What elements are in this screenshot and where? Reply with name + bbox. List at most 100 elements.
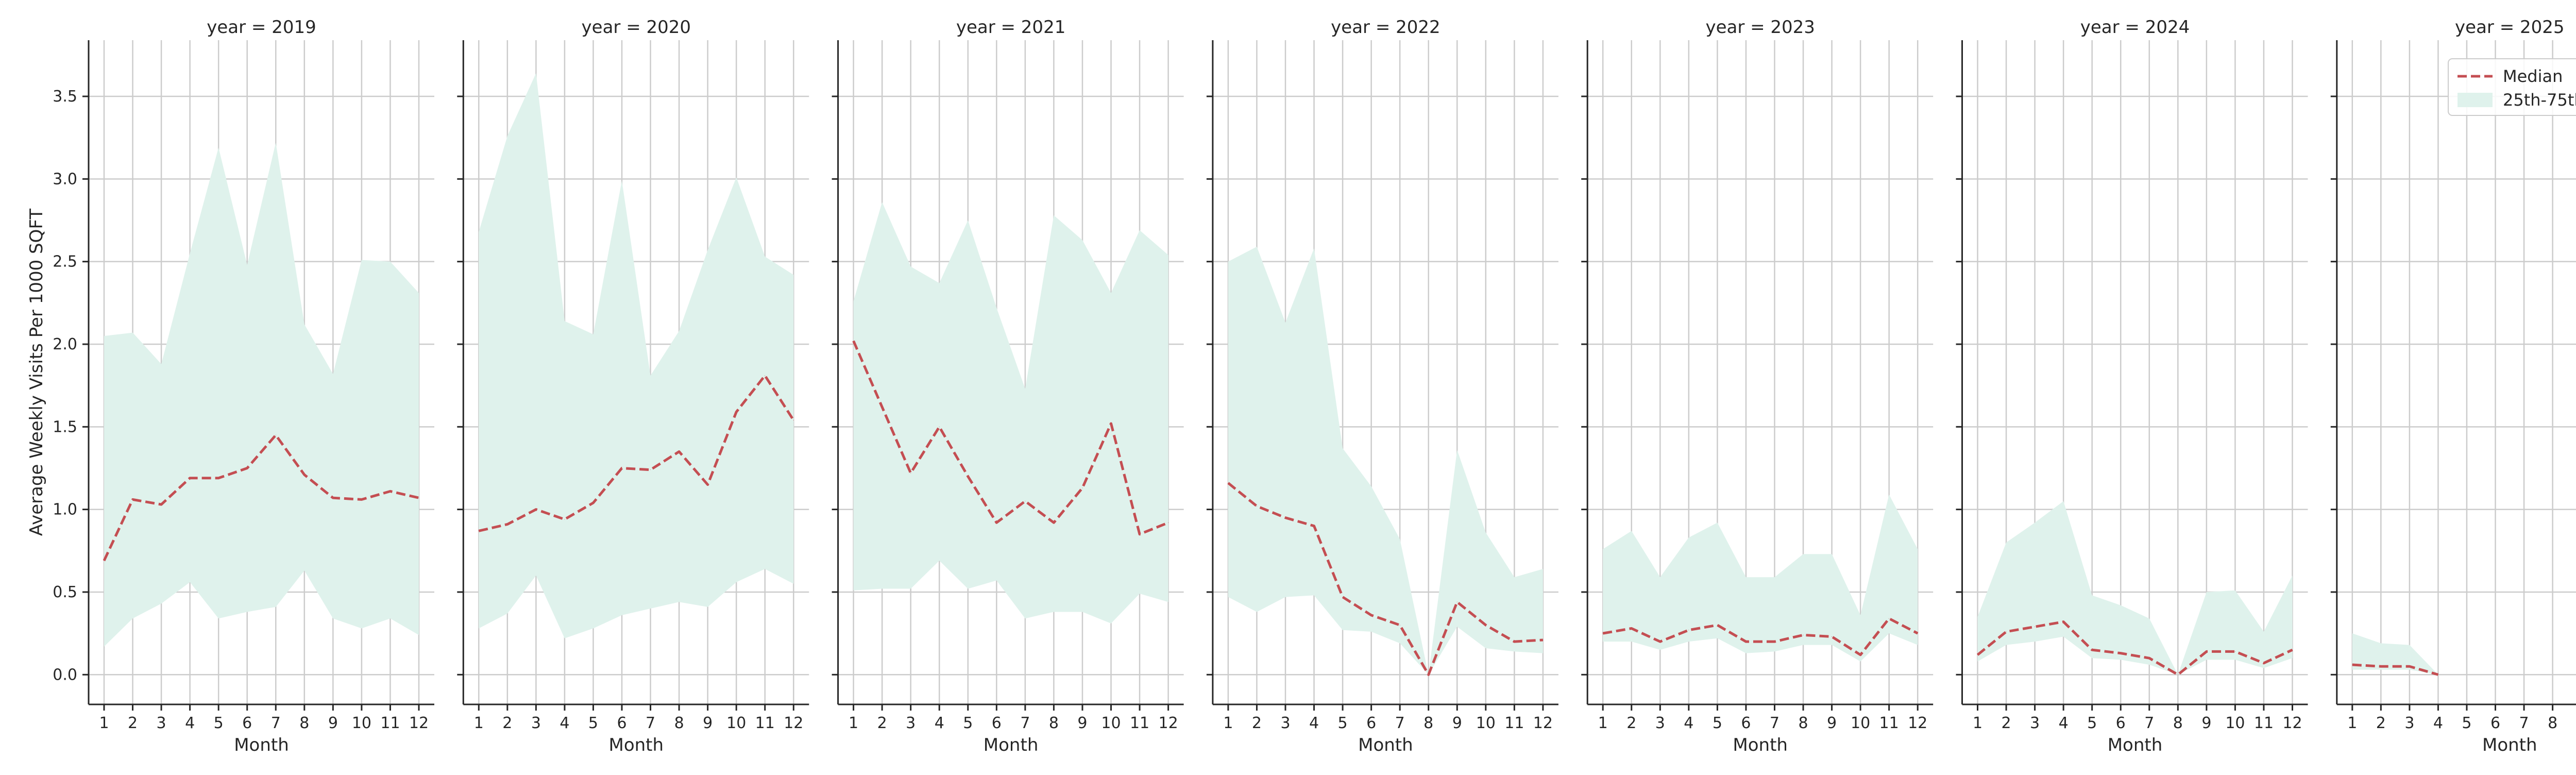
- x-tick-label-5-11: 12: [2282, 714, 2302, 732]
- x-tick-label-4-9: 10: [1851, 714, 1870, 732]
- median-line-3: [1227, 482, 1544, 676]
- median-point-0-10: [389, 491, 391, 492]
- x-tick-label-3-11: 12: [1533, 714, 1553, 732]
- x-tick-label-5-2: 3: [2030, 714, 2040, 732]
- x-tick-label-1-4: 5: [588, 714, 598, 732]
- percentile-band-2: [853, 202, 1168, 624]
- x-axis-label-0: Month: [234, 735, 289, 755]
- percentile-band-5: [1977, 501, 2293, 675]
- x-tick-label-4-10: 11: [1879, 714, 1899, 732]
- legend-median-label: Median: [2503, 66, 2563, 86]
- x-tick-label-1-10: 11: [755, 714, 775, 732]
- median-line-1: [478, 374, 795, 532]
- x-tick-label-0-8: 9: [328, 714, 338, 732]
- percentile-band-3: [1228, 246, 1543, 675]
- panel-title-6: year = 2025: [2455, 17, 2564, 38]
- panel-title-2: year = 2021: [956, 17, 1065, 38]
- x-tick-label-1-5: 6: [617, 714, 626, 732]
- x-tick-label-5-5: 6: [2116, 714, 2126, 732]
- percentile-band-6: [2352, 633, 2438, 675]
- x-tick-label-1-9: 10: [726, 714, 746, 732]
- legend-band-swatch: [2458, 93, 2493, 107]
- x-tick-label-3-9: 10: [1476, 714, 1496, 732]
- median-point-1-4: [592, 502, 594, 503]
- x-tick-label-4-7: 8: [1798, 714, 1808, 732]
- x-tick-label-0-7: 8: [299, 714, 309, 732]
- y-tick-label-5: 2.5: [53, 253, 77, 271]
- x-tick-label-3-6: 7: [1395, 714, 1405, 732]
- x-tick-label-2-4: 5: [963, 714, 973, 732]
- x-tick-label-5-8: 9: [2201, 714, 2211, 732]
- x-tick-label-0-6: 7: [271, 714, 281, 732]
- y-tick-label-6: 3.0: [53, 170, 77, 188]
- x-tick-label-1-7: 8: [674, 714, 684, 732]
- x-tick-label-4-1: 2: [1626, 714, 1636, 732]
- x-tick-label-3-10: 11: [1504, 714, 1524, 732]
- median-line-4: [1602, 617, 1919, 656]
- legend-band-label: 25th-75th Percentile: [2503, 90, 2576, 110]
- x-tick-label-5-9: 10: [2225, 714, 2245, 732]
- x-tick-label-2-3: 4: [935, 714, 944, 732]
- x-tick-label-4-6: 7: [1770, 714, 1780, 732]
- x-tick-label-1-6: 7: [646, 714, 655, 732]
- x-tick-label-1-3: 4: [560, 714, 569, 732]
- panel-title-0: year = 2019: [207, 17, 316, 38]
- x-tick-label-5-6: 7: [2144, 714, 2154, 732]
- median-point-5-3: [2063, 621, 2064, 622]
- x-tick-label-3-3: 4: [1309, 714, 1319, 732]
- median-point-5-1: [2006, 631, 2007, 632]
- y-tick-label-3: 1.5: [53, 418, 77, 436]
- x-tick-label-5-1: 2: [2001, 714, 2011, 732]
- x-tick-label-4-2: 3: [1655, 714, 1665, 732]
- x-tick-label-6-0: 1: [2347, 714, 2357, 732]
- x-tick-label-0-11: 12: [409, 714, 429, 732]
- x-tick-label-1-11: 12: [784, 714, 803, 732]
- x-tick-label-2-8: 9: [1077, 714, 1087, 732]
- x-tick-label-6-6: 7: [2519, 714, 2529, 732]
- median-point-1-6: [650, 469, 651, 470]
- x-tick-label-2-6: 7: [1020, 714, 1030, 732]
- x-tick-label-5-3: 4: [2059, 714, 2069, 732]
- median-point-0-9: [361, 499, 362, 500]
- median-point-6-2: [2409, 666, 2410, 667]
- median-point-1-8: [707, 484, 708, 485]
- x-tick-label-2-11: 12: [1159, 714, 1178, 732]
- x-tick-label-1-1: 2: [502, 714, 512, 732]
- x-tick-label-2-9: 10: [1101, 714, 1121, 732]
- x-tick-label-3-0: 1: [1223, 714, 1233, 732]
- median-line-0: [103, 433, 419, 562]
- percentile-band-4: [1603, 494, 1918, 662]
- median-point-5-8: [2206, 651, 2207, 652]
- x-tick-label-6-3: 4: [2433, 714, 2443, 732]
- x-tick-label-2-0: 1: [849, 714, 858, 732]
- x-tick-label-0-4: 5: [214, 714, 224, 732]
- x-tick-label-1-0: 1: [474, 714, 484, 732]
- x-axis-label-1: Month: [609, 735, 664, 755]
- percentile-band-1: [479, 73, 794, 638]
- x-tick-label-4-3: 4: [1684, 714, 1693, 732]
- y-tick-label-0: 0.0: [53, 666, 77, 684]
- x-tick-label-0-5: 6: [242, 714, 252, 732]
- x-tick-label-0-1: 2: [128, 714, 138, 732]
- y-tick-label-4: 2.0: [53, 335, 77, 353]
- x-tick-label-2-2: 3: [906, 714, 916, 732]
- x-tick-label-6-7: 8: [2548, 714, 2557, 732]
- panel-title-1: year = 2020: [582, 17, 691, 38]
- median-point-0-2: [161, 504, 162, 505]
- median-point-3-9: [1485, 625, 1486, 626]
- x-tick-label-6-1: 2: [2376, 714, 2386, 732]
- median-line-5: [1976, 620, 2293, 676]
- x-tick-label-5-4: 5: [2087, 714, 2097, 732]
- x-tick-label-0-2: 3: [157, 714, 166, 732]
- x-tick-label-2-10: 11: [1130, 714, 1149, 732]
- x-axis-label-3: Month: [1358, 735, 1413, 755]
- median-point-2-2: [910, 473, 911, 474]
- x-tick-label-1-2: 3: [531, 714, 541, 732]
- x-tick-label-6-4: 5: [2462, 714, 2471, 732]
- x-tick-label-5-0: 1: [1973, 714, 1982, 732]
- x-tick-label-2-5: 6: [992, 714, 1002, 732]
- panel-title-5: year = 2024: [2080, 17, 2190, 38]
- x-tick-label-5-7: 8: [2173, 714, 2183, 732]
